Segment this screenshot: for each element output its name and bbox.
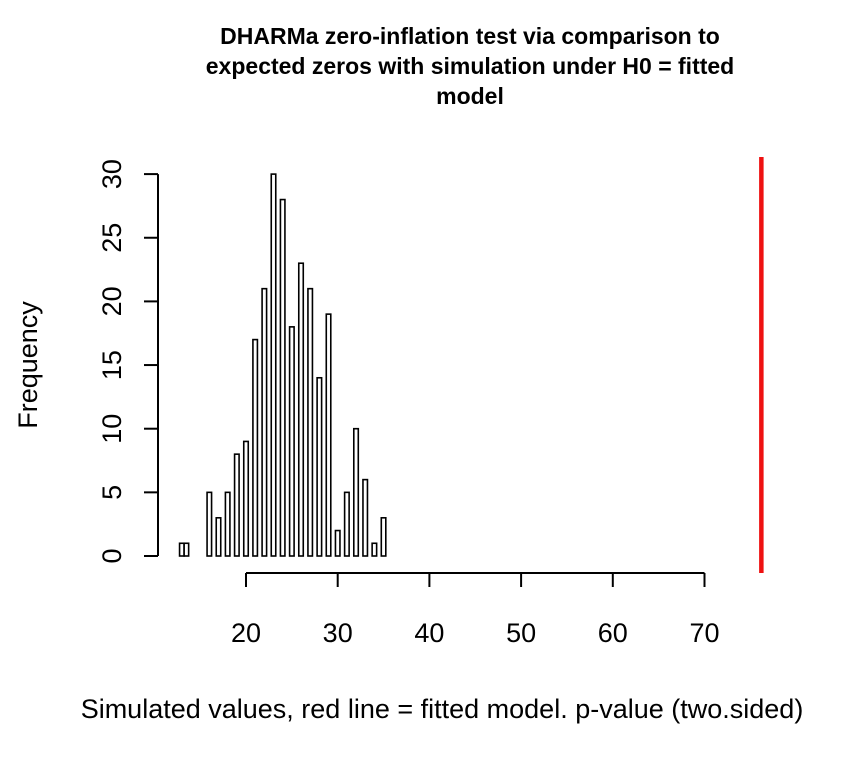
histogram-bar-20 bbox=[371, 542, 378, 557]
histogram-bar-7 bbox=[252, 338, 259, 557]
y-tick-label-10: 10 bbox=[97, 414, 127, 444]
y-tick-label-0: 0 bbox=[97, 548, 127, 563]
title-line-1: DHARMa zero-inflation test via compariso… bbox=[220, 23, 720, 49]
histogram-bar-21 bbox=[380, 517, 387, 557]
histogram-bar-19 bbox=[362, 478, 369, 557]
y-tick-label-5: 5 bbox=[97, 485, 127, 500]
histogram-bar-17 bbox=[343, 491, 350, 557]
histogram-bar-1 bbox=[183, 542, 190, 557]
histogram-bars bbox=[178, 173, 387, 557]
x-axis: 20 30 40 50 60 70 bbox=[231, 572, 720, 648]
x-tick-label-30: 30 bbox=[323, 618, 353, 648]
histogram-bar-10 bbox=[279, 198, 286, 557]
histogram-bar-6 bbox=[242, 440, 250, 557]
histogram-bar-15 bbox=[325, 313, 332, 557]
histogram-bar-4 bbox=[224, 491, 231, 557]
x-tick-label-70: 70 bbox=[689, 618, 719, 648]
histogram-bar-18 bbox=[352, 427, 360, 557]
chart-title: DHARMa zero-inflation test via compariso… bbox=[206, 23, 734, 109]
title-line-2: expected zeros with simulation under H0 … bbox=[206, 53, 734, 79]
x-tick-label-20: 20 bbox=[231, 618, 261, 648]
y-tick-label-20: 20 bbox=[97, 286, 127, 316]
histogram-bar-11 bbox=[288, 326, 295, 557]
histogram-bar-16 bbox=[334, 529, 341, 557]
histogram-bar-9 bbox=[270, 173, 277, 557]
y-axis: 0 5 10 15 20 25 30 bbox=[97, 159, 159, 564]
y-tick-label-15: 15 bbox=[97, 350, 127, 380]
histogram-bar-12 bbox=[297, 262, 305, 557]
y-tick-label-30: 30 bbox=[97, 159, 127, 189]
histogram-bar-5 bbox=[233, 453, 240, 557]
x-tick-label-50: 50 bbox=[506, 618, 536, 648]
title-line-3: model bbox=[436, 83, 504, 109]
histogram-bar-8 bbox=[261, 287, 268, 557]
histogram-bar-13 bbox=[307, 287, 314, 557]
x-axis-label: Simulated values, red line = fitted mode… bbox=[81, 694, 804, 724]
y-tick-label-25: 25 bbox=[97, 223, 127, 253]
x-tick-label-60: 60 bbox=[598, 618, 628, 648]
histogram-bar-14 bbox=[316, 376, 323, 557]
y-axis-label: Frequency bbox=[13, 301, 43, 429]
histogram-bar-3 bbox=[215, 517, 222, 557]
histogram-bar-2 bbox=[206, 491, 213, 557]
x-tick-label-40: 40 bbox=[414, 618, 444, 648]
